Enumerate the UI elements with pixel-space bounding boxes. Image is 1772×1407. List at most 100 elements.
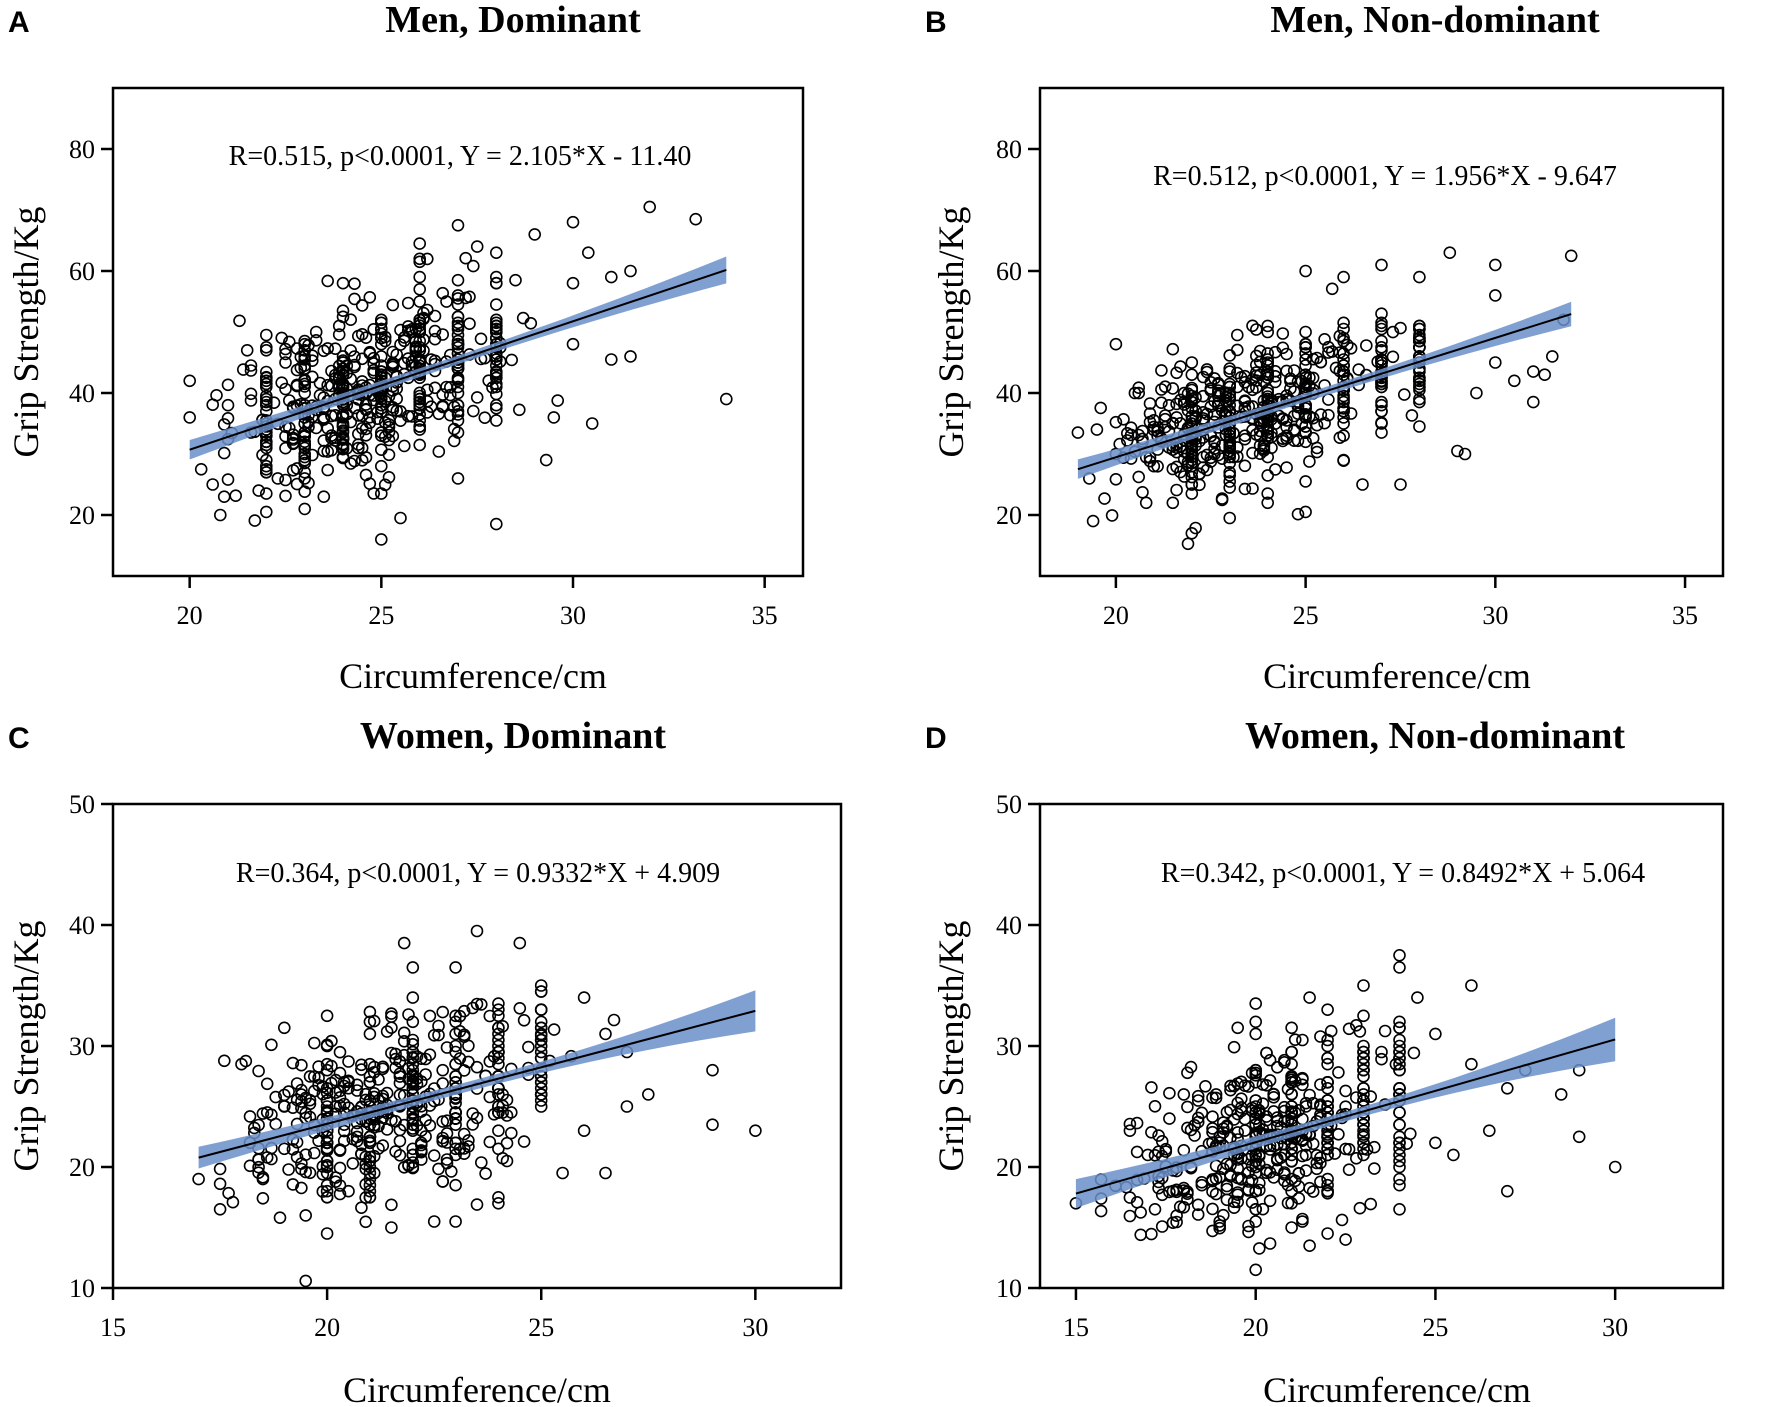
data-point — [350, 1125, 364, 1138]
data-point — [1299, 1096, 1313, 1110]
data-point — [1245, 1101, 1259, 1115]
data-point — [299, 1148, 313, 1161]
x-tick-label: 30 — [1482, 601, 1508, 630]
data-point — [305, 354, 319, 368]
data-point — [1393, 1136, 1406, 1150]
data-point — [1393, 1154, 1406, 1168]
data-point — [1357, 1128, 1370, 1141]
data-point — [279, 473, 292, 487]
data-point — [1321, 1003, 1334, 1017]
data-point — [1269, 463, 1282, 476]
data-point — [1253, 1176, 1266, 1190]
data-point — [534, 1082, 548, 1095]
data-point — [286, 433, 300, 446]
data-point — [1337, 411, 1350, 424]
data-point — [1132, 386, 1145, 400]
data-point — [1250, 358, 1263, 372]
data-point — [451, 334, 465, 348]
data-point — [1344, 341, 1358, 355]
data-point — [317, 490, 331, 504]
data-point — [307, 1070, 321, 1083]
data-point — [183, 411, 196, 424]
data-point — [451, 408, 465, 421]
data-point — [1278, 1166, 1291, 1179]
data-point — [351, 427, 365, 441]
y-axis-label: Grip Strength/Kg — [931, 207, 971, 458]
y-tick-label: 10 — [996, 1274, 1022, 1303]
data-point — [1189, 404, 1202, 418]
data-point — [1325, 345, 1339, 358]
data-point — [1314, 1030, 1327, 1043]
data-point — [1166, 342, 1180, 356]
data-point — [1378, 1024, 1392, 1038]
data-point — [382, 448, 396, 462]
data-point — [1139, 496, 1153, 510]
data-point — [372, 1073, 385, 1086]
data-point — [279, 356, 292, 369]
data-point — [320, 1159, 334, 1172]
data-point — [1527, 395, 1540, 409]
data-point — [259, 459, 273, 473]
data-point — [1413, 331, 1426, 345]
data-point — [325, 443, 338, 457]
data-point — [1148, 1100, 1162, 1113]
data-point — [406, 1156, 420, 1169]
data-point — [303, 1097, 317, 1111]
data-point — [1235, 1092, 1248, 1105]
data-point — [313, 388, 327, 402]
data-point — [534, 1100, 548, 1113]
data-point — [1321, 1082, 1334, 1095]
data-point — [243, 1110, 257, 1123]
plot-frame — [1038, 86, 1725, 578]
data-point — [363, 1150, 377, 1164]
data-point — [1132, 381, 1145, 395]
data-point — [1306, 1096, 1320, 1110]
x-tick-label: 30 — [1602, 1313, 1628, 1342]
data-point — [1130, 1145, 1144, 1159]
data-point — [1245, 1196, 1259, 1209]
data-point — [489, 246, 503, 259]
data-point — [1341, 338, 1354, 352]
y-axis-label: Grip Strength/Kg — [6, 921, 46, 1172]
data-point — [1191, 1089, 1205, 1103]
data-point — [1470, 386, 1483, 400]
data-point — [221, 473, 235, 486]
data-point — [1209, 1088, 1223, 1101]
data-point — [1489, 289, 1502, 302]
data-point — [374, 322, 388, 336]
data-point — [1260, 1110, 1273, 1123]
data-point — [413, 237, 427, 250]
data-point — [336, 451, 350, 465]
data-point — [436, 1005, 450, 1019]
data-point — [1413, 322, 1426, 336]
data-point — [443, 380, 457, 394]
data-point — [1193, 467, 1206, 481]
data-point — [1310, 1156, 1324, 1170]
data-point — [213, 1177, 227, 1191]
data-point — [1321, 1172, 1334, 1186]
data-point — [470, 391, 484, 404]
data-point — [1371, 355, 1384, 369]
data-point — [1163, 1086, 1176, 1100]
data-point — [1299, 340, 1312, 354]
data-point — [336, 410, 350, 424]
data-point — [1148, 1203, 1162, 1216]
data-point — [194, 462, 208, 476]
x-axis-label: Circumference/cm — [343, 1370, 611, 1407]
data-point — [1158, 380, 1172, 394]
data-point — [547, 1023, 561, 1036]
data-point — [397, 1048, 411, 1062]
data-point — [243, 1159, 257, 1173]
data-point — [275, 376, 289, 390]
data-point — [1269, 364, 1282, 378]
data-point — [1357, 1094, 1370, 1107]
data-point — [1299, 337, 1312, 351]
data-point — [295, 1058, 308, 1072]
y-tick-label: 30 — [69, 1032, 95, 1061]
data-point — [359, 1087, 373, 1101]
data-point — [1238, 482, 1252, 496]
data-point — [1174, 360, 1187, 373]
data-point — [1196, 405, 1210, 419]
data-point — [385, 1221, 398, 1234]
data-point — [577, 1124, 591, 1137]
